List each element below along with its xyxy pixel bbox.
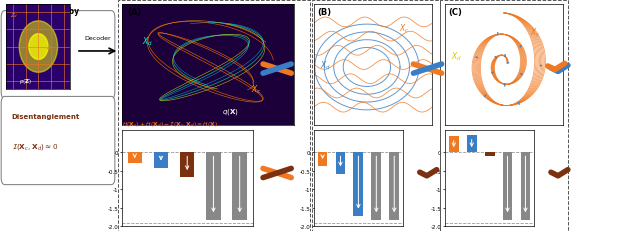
Text: $X_c$: $X_c$ xyxy=(252,83,262,96)
Text: $X_d$: $X_d$ xyxy=(319,59,330,72)
Text: $H(\mathbf{X}_c)+H(\mathbf{X}_d)-\mathcal{I}(\mathbf{X}_c,\mathbf{X}_d)=H(\mathb: $H(\mathbf{X}_c)+H(\mathbf{X}_d)-\mathca… xyxy=(122,119,218,128)
Bar xyxy=(520,153,531,220)
Text: (B): (B) xyxy=(317,8,332,17)
Bar xyxy=(449,136,459,153)
Text: $p(\mathbf{Z})$: $p(\mathbf{Z})$ xyxy=(19,77,32,86)
Bar xyxy=(180,153,195,178)
Text: (C): (C) xyxy=(449,8,462,17)
Ellipse shape xyxy=(19,22,58,73)
Bar xyxy=(467,135,477,153)
Text: (A): (A) xyxy=(127,8,141,17)
Text: $\mathcal{I}(\mathbf{X}_c, \mathbf{X}_d) \approx 0$: $\mathcal{I}(\mathbf{X}_c, \mathbf{X}_d)… xyxy=(12,141,58,151)
Bar xyxy=(232,153,247,220)
Bar xyxy=(335,153,346,174)
Text: Decoder: Decoder xyxy=(84,36,111,41)
FancyBboxPatch shape xyxy=(1,12,115,99)
Text: $X_c$: $X_c$ xyxy=(399,23,409,35)
Text: $q(\mathbf{X})$: $q(\mathbf{X})$ xyxy=(222,106,239,116)
Text: $Z_d$: $Z_d$ xyxy=(10,12,18,20)
Text: Measure DRL by: Measure DRL by xyxy=(10,7,79,16)
Bar xyxy=(127,153,142,163)
Bar xyxy=(484,153,495,156)
Bar xyxy=(206,153,221,220)
Text: $H(\mathbf{X}_c) \gg H(\mathbf{X}_d)$: $H(\mathbf{X}_c) \gg H(\mathbf{X}_d)$ xyxy=(12,55,63,65)
FancyBboxPatch shape xyxy=(1,97,115,185)
Text: Disentanglement: Disentanglement xyxy=(12,113,80,119)
Text: $X_d$: $X_d$ xyxy=(451,51,461,63)
Text: $X_c$: $X_c$ xyxy=(530,27,540,39)
Bar xyxy=(353,153,364,216)
Ellipse shape xyxy=(29,34,48,60)
Bar xyxy=(502,153,513,220)
Bar xyxy=(154,153,168,168)
Bar xyxy=(371,153,381,220)
Text: Alignment: Alignment xyxy=(12,28,56,37)
Text: $X_d$: $X_d$ xyxy=(142,35,154,47)
Text: $Z_c$: $Z_c$ xyxy=(46,43,54,52)
Bar xyxy=(317,153,328,167)
Bar xyxy=(389,153,399,220)
